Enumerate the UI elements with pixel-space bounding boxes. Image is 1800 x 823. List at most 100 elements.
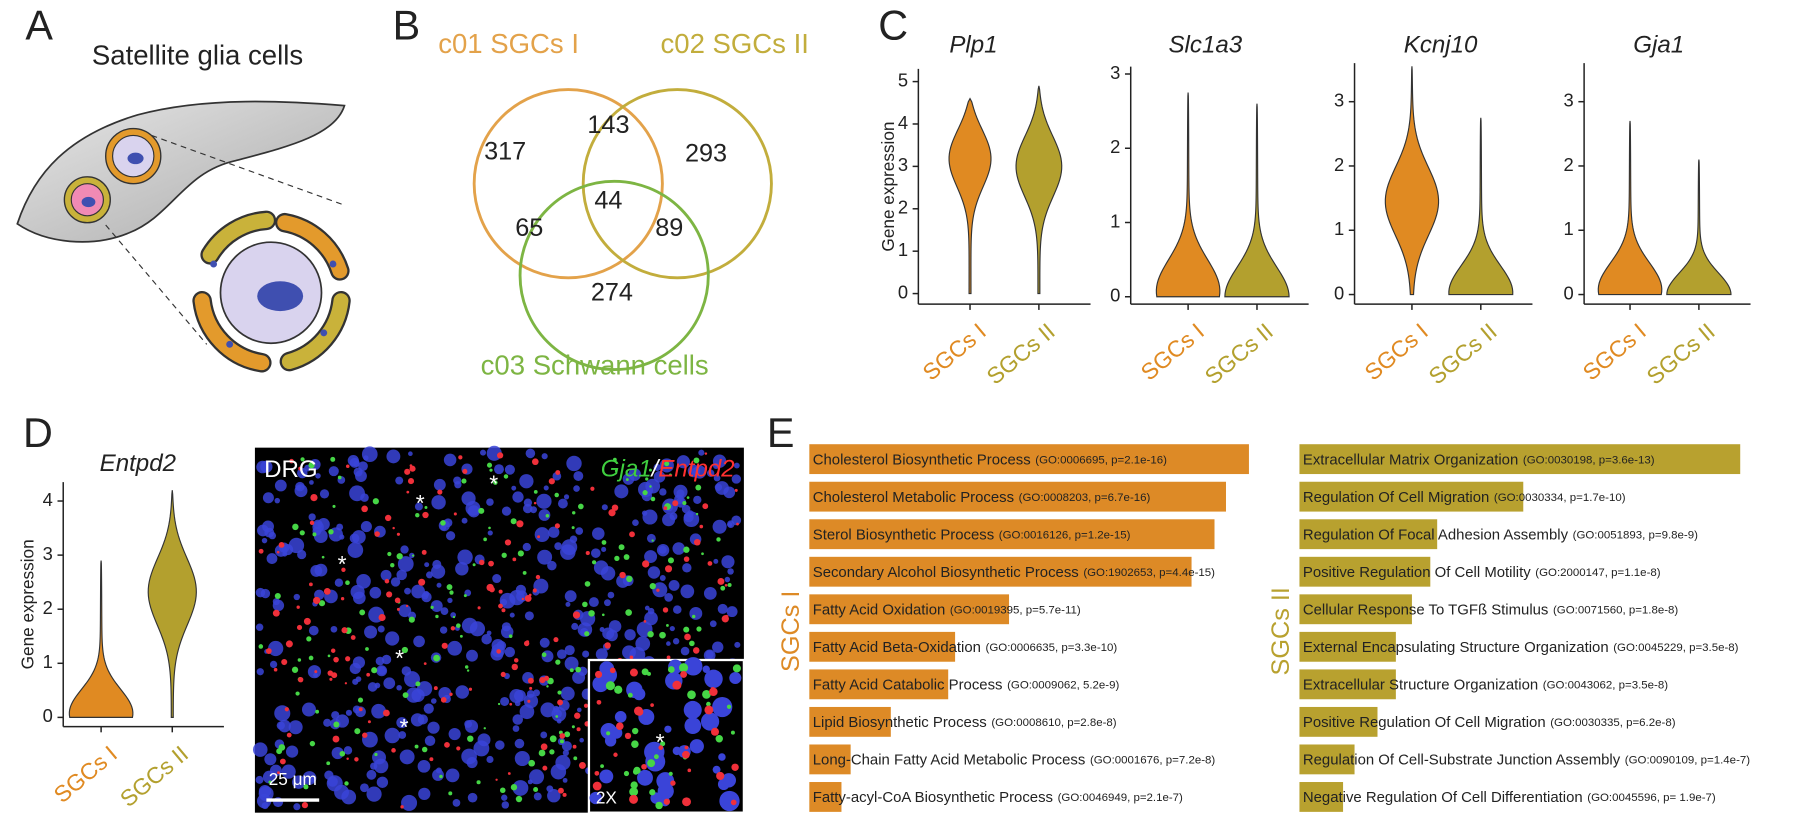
green-dot [630,781,638,789]
green-dot [645,477,649,481]
cell-dot [453,476,462,485]
green-dot [390,563,395,568]
cell-dot [647,566,661,579]
green-dot [327,654,331,658]
red-dot [418,578,426,586]
red-dot [555,470,561,475]
inset-label: 2X [596,787,618,807]
x-tick-label: SGCs II [1200,318,1278,390]
cell-dot [432,559,442,569]
cell-dot [672,638,680,645]
green-dot [309,740,316,747]
cell-dot [256,668,264,676]
red-dot [489,586,495,593]
cell-dot [408,451,413,457]
cell-dot [602,627,615,640]
cell-dot [262,520,274,533]
cell-dot [637,769,653,786]
cell-dot [443,453,457,467]
term: Extracellular Structure Organization [1303,676,1538,693]
green-dot [633,766,641,775]
cell-dot [448,727,461,741]
red-dot [710,727,720,736]
green-dot [541,652,547,658]
cell-dot [256,793,272,809]
cell-dot [445,531,456,541]
cell-dot [673,605,682,614]
cell-dot [556,649,567,659]
cell-dot [430,698,437,704]
red-dot [406,490,410,494]
term-detail: (GO:0071560, p=1.8e-8) [1553,604,1678,616]
cell-dot [255,775,264,784]
chart-title: Plp1 [949,31,997,58]
green-dot [440,520,446,526]
cell-dot [527,779,533,785]
red-dot [444,741,450,748]
cell-dot [632,519,639,526]
cell-dot [540,731,548,739]
chart-title: Slc1a3 [1168,31,1242,58]
green-dot [488,526,491,530]
cell-dot [401,794,418,811]
cell-dot [309,480,314,485]
bar [1299,519,1438,550]
cell-dot [519,474,534,489]
cell-dot [501,622,511,632]
red-dot [314,670,318,674]
red-dot [404,468,411,475]
red-dot [576,727,581,732]
y-tick-label: 4 [898,112,908,133]
red-dot [405,604,409,608]
cell-dot [427,721,440,734]
red-dot [585,550,590,556]
red-dot [458,455,463,460]
cell-dot [566,455,582,472]
red-dot [504,539,512,546]
green-dot [545,514,550,518]
green-dot [606,731,611,736]
green-dot [631,740,639,748]
cell-dot [404,587,411,595]
green-dot [555,659,561,665]
cell-dot [352,705,361,714]
violin [1224,103,1290,298]
bar [1299,744,1355,775]
green-dot [623,554,630,560]
cell-dot [260,460,273,473]
term: Positive Regulation Of Cell Motility [1303,564,1531,581]
cell-dot [659,575,666,581]
red-dot [498,589,503,594]
green-dot [359,609,366,616]
bar [1299,481,1524,512]
red-dot [629,531,635,538]
green-dot [546,685,549,688]
red-dot [345,656,351,662]
cell-dot [457,549,473,565]
cell-dot [274,479,287,492]
green-dot [274,592,281,600]
red-dot [553,637,559,643]
red-dot [736,522,739,526]
cell-dot [274,497,281,504]
red-dot [281,658,288,666]
marker-name: Gja1 [601,456,652,483]
cell-dot [436,582,442,588]
green-dot [326,761,331,766]
y-tick-label: 3 [1334,90,1344,111]
cell-dot [501,506,512,516]
cell-dot [659,488,667,496]
green-dot [374,752,378,757]
y-tick-label: 1 [1564,218,1574,239]
bar-label: External Encapsulating Structure Organiz… [1303,639,1739,656]
green-dot [328,529,334,535]
red-dot [513,658,519,663]
cell-dot [712,641,724,653]
bar-label: Cellular Response To TGFß Stimulus (GO:00… [1303,601,1679,618]
x-tick-label: SGCs II [1423,318,1501,390]
green-dot [449,590,454,595]
red-dot [529,686,533,690]
bar [809,594,1010,625]
green-dot [626,575,633,583]
term: Fatty Acid Catabolic Process [813,676,1003,693]
